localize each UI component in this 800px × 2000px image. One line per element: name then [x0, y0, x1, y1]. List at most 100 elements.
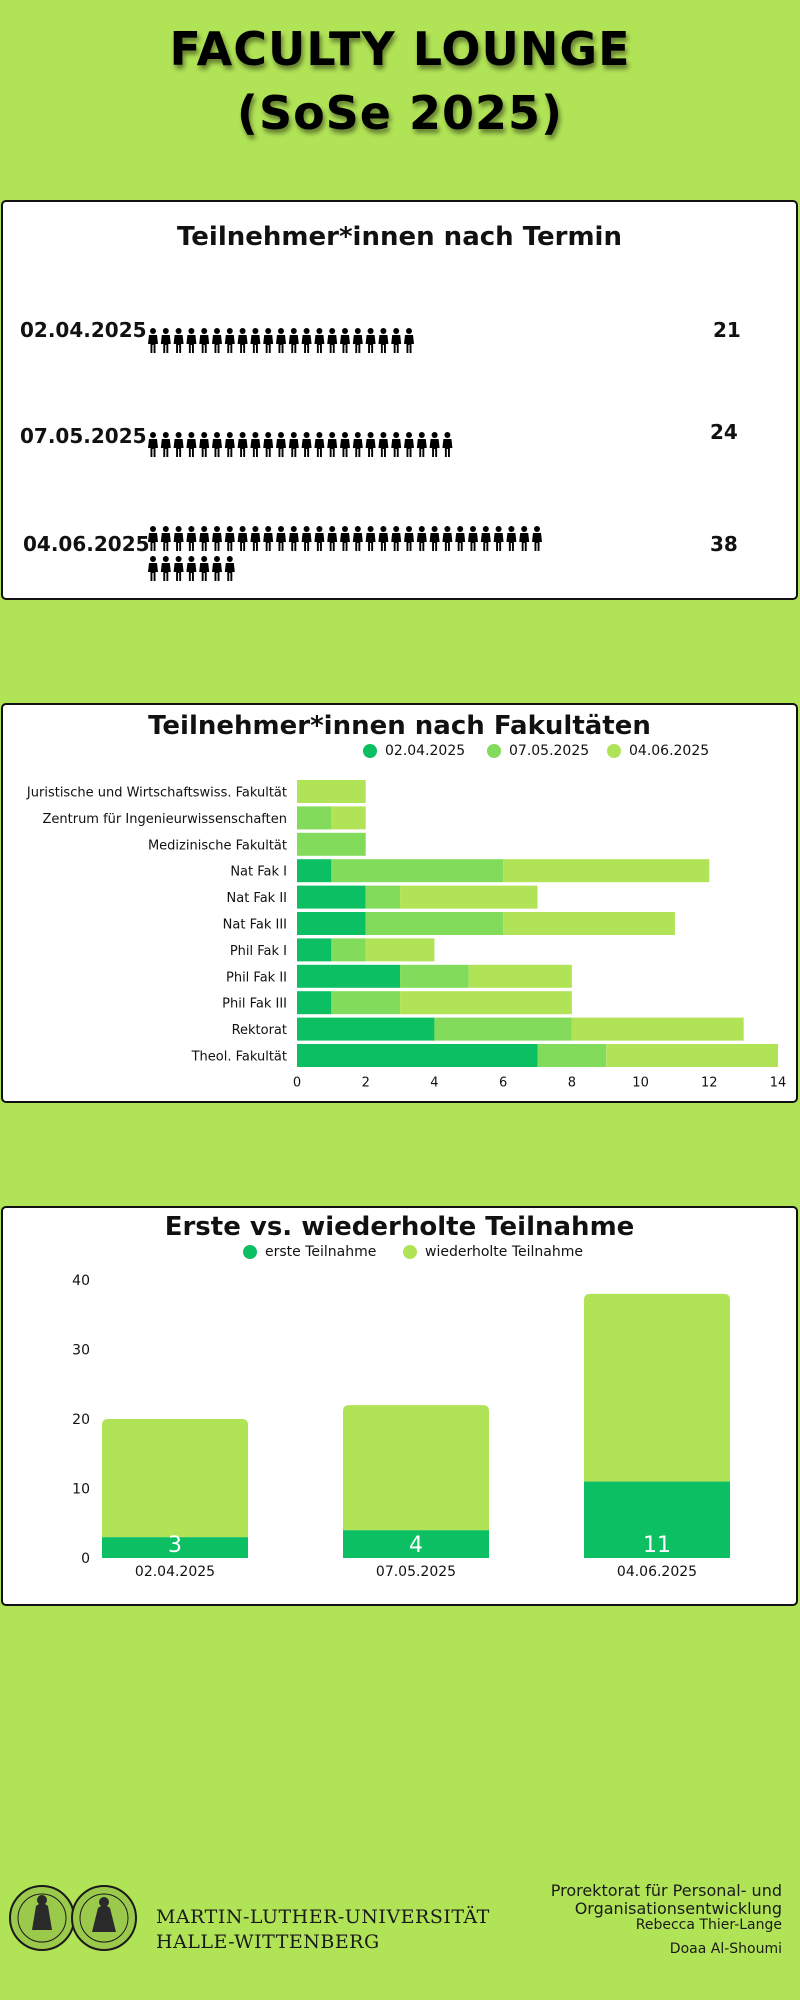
person-icon	[160, 556, 171, 581]
legend-label: 04.06.2025	[629, 743, 710, 759]
person-icon	[276, 432, 286, 457]
person-icon	[327, 432, 338, 457]
person-icon	[148, 526, 158, 551]
bar-segment	[331, 859, 504, 883]
person-icon	[199, 328, 210, 353]
person-icon	[288, 328, 299, 353]
bar-segment	[297, 991, 332, 1015]
date-label: 02.04.2025	[20, 318, 147, 342]
category-label: Nat Fak I	[230, 865, 287, 880]
y-tick-label: 20	[72, 1412, 90, 1428]
person-icon	[276, 328, 286, 353]
seal-icon	[9, 1885, 75, 1951]
person-icon	[148, 328, 158, 353]
person-icon	[173, 328, 184, 353]
person-icon	[199, 526, 210, 551]
person-icon	[468, 526, 478, 551]
date-label: 04.06.2025	[23, 532, 150, 556]
bar-segment-first	[584, 1481, 730, 1558]
bar-segment-first	[102, 1537, 248, 1558]
person-icon	[148, 556, 158, 581]
bar-segment	[400, 885, 538, 909]
person-icon	[186, 328, 197, 353]
count-label: 24	[710, 420, 738, 444]
legend-label: wiederholte Teilnahme	[425, 1244, 583, 1260]
legend-swatch	[607, 744, 621, 758]
participants-by-date-panel: Teilnehmer*innen nach Termin 02.04.2025 …	[1, 200, 798, 600]
bar-segment-first	[343, 1530, 489, 1558]
legend-item: erste Teilnahme	[243, 1244, 376, 1260]
count-label: 21	[713, 318, 741, 342]
date-label: 07.05.2025	[20, 424, 147, 448]
person-icon	[314, 526, 325, 551]
bar-segment	[297, 1044, 538, 1067]
panel-title: Teilnehmer*innen nach Termin	[177, 222, 622, 252]
bar-segment	[297, 938, 332, 962]
faculty-bar-chart: Juristische und Wirtschaftswiss. Fakultä…	[26, 780, 786, 1090]
person-icon	[250, 328, 261, 353]
person-icon	[212, 556, 222, 581]
contact-person: Doaa Al-Shoumi	[669, 1941, 782, 1957]
bar-segment	[434, 1017, 572, 1041]
bar-segment-repeat	[584, 1293, 730, 1482]
first-vs-repeat-chart: 0 10 20 30 40 3 02.04.2025 4 07.05.2025 11 04.06.2…	[72, 1273, 730, 1580]
person-icon	[404, 328, 414, 353]
person-icon	[404, 526, 414, 551]
bar-segment	[400, 964, 469, 988]
participants-by-faculty-panel: Teilnehmer*innen nach Fakultäten 02.04.2…	[1, 703, 798, 1103]
y-tick-label: 40	[72, 1273, 90, 1289]
person-icon	[480, 526, 491, 551]
person-icon	[378, 526, 389, 551]
category-label: 04.06.2025	[617, 1564, 697, 1580]
legend-item: 07.05.2025	[487, 743, 589, 759]
person-icon	[224, 432, 235, 457]
person-icon	[186, 556, 197, 581]
category-label: 02.04.2025	[135, 1564, 215, 1580]
person-icon	[429, 526, 440, 551]
category-label: Medizinische Fakultät	[148, 838, 287, 853]
person-icon	[186, 526, 197, 551]
person-icon	[506, 526, 517, 551]
bar-segment-repeat	[343, 1405, 489, 1531]
contact-person: Rebecca Thier-Lange	[635, 1917, 782, 1933]
person-icon	[263, 328, 274, 353]
data-label: 4	[409, 1533, 423, 1558]
person-icon	[327, 328, 338, 353]
bar-segment	[365, 938, 435, 962]
person-icon	[224, 328, 235, 353]
category-label: Rektorat	[232, 1023, 287, 1038]
person-icon	[519, 526, 530, 551]
legend-label: 07.05.2025	[509, 743, 590, 759]
person-icon	[391, 432, 402, 457]
bar-segment	[297, 780, 366, 803]
person-icon	[224, 526, 235, 551]
chart-title: Erste vs. wiederholte Teilnahme	[164, 1212, 635, 1242]
person-icon	[365, 526, 376, 551]
person-icon	[301, 328, 312, 353]
bar-segment	[331, 938, 366, 962]
person-icon	[429, 432, 440, 457]
person-icon	[378, 328, 389, 353]
person-icon	[442, 526, 453, 551]
category-label: Nat Fak III	[223, 918, 287, 933]
page-title-line2: (SoSe 2025)	[236, 86, 564, 140]
x-tick-label: 8	[568, 1075, 576, 1090]
person-icon	[301, 432, 312, 457]
bar-segment	[331, 806, 366, 830]
category-label: Phil Fak III	[222, 997, 287, 1012]
person-icon	[148, 432, 158, 457]
person-icon	[416, 526, 427, 551]
x-tick-label: 4	[430, 1075, 438, 1090]
person-icon	[314, 328, 325, 353]
bar-segment	[468, 964, 572, 988]
y-tick-label: 10	[72, 1482, 90, 1498]
person-icon	[301, 526, 312, 551]
person-icon	[314, 432, 325, 457]
page-title-line1: FACULTY LOUNGE	[169, 22, 631, 76]
office-line1: Prorektorat für Personal- und	[550, 1881, 782, 1900]
office-line2: Organisationsentwicklung	[574, 1899, 782, 1918]
person-icon	[455, 526, 466, 551]
person-icon	[442, 432, 453, 457]
person-icon	[237, 432, 248, 457]
bar-segment	[297, 859, 332, 883]
